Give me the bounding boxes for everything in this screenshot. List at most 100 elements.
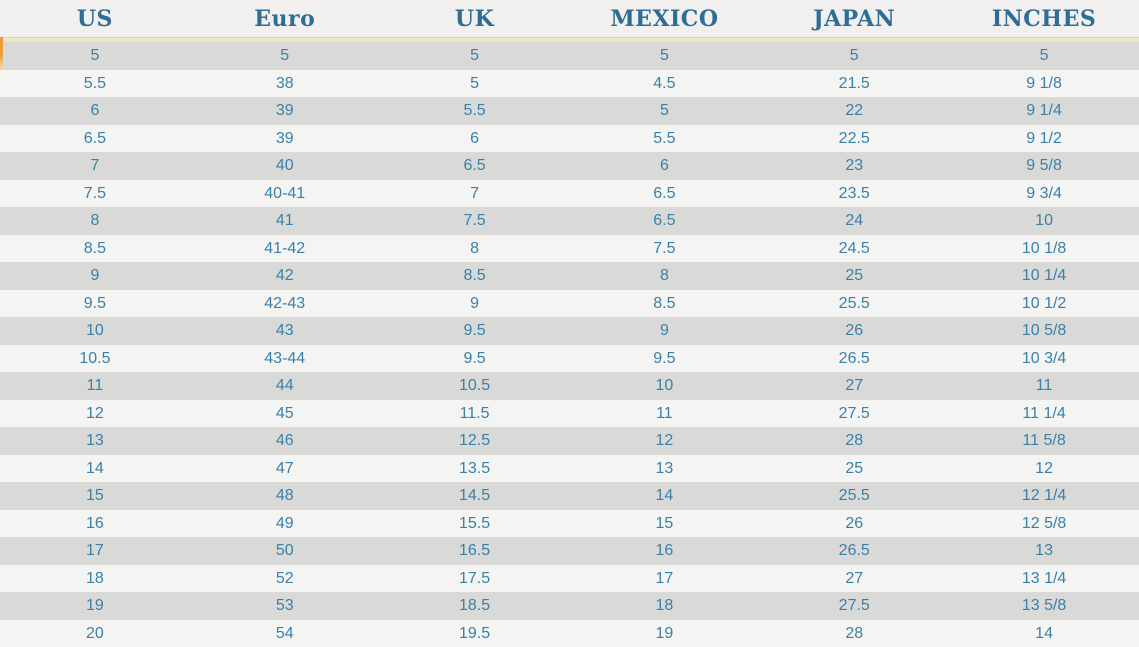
table-cell: 26 — [845, 514, 864, 532]
table-cell: 6.5 — [83, 129, 107, 147]
table-cell: 27 — [845, 569, 864, 587]
table-cell: 9.5 — [463, 322, 486, 339]
table-cell: 41-42 — [264, 239, 306, 257]
table-cell: 13.5 — [459, 459, 491, 477]
table-cell: 5.5 — [463, 102, 486, 119]
table-cell: 13 5/8 — [1021, 597, 1067, 614]
table-cell: 16 — [655, 542, 674, 559]
table-cell: 22 — [845, 102, 864, 119]
table-cell: 8 — [470, 239, 480, 257]
table-cell: 44 — [275, 377, 294, 394]
table-cell: 6 — [659, 157, 669, 174]
table-cell: 25.5 — [838, 294, 870, 312]
table-cell: 9 1/8 — [1026, 74, 1062, 92]
table-cell: 9 — [90, 267, 100, 284]
table-cell: 49 — [275, 514, 294, 532]
table-cell: 26.5 — [838, 349, 870, 367]
table-cell: 6 — [90, 102, 100, 119]
table-row: 7 40 6.5 6 23 9 5/8 — [0, 152, 1139, 180]
table-cell: 43 — [275, 322, 294, 339]
table-cell: 9 3/4 — [1026, 184, 1062, 202]
table-cell: 50 — [275, 542, 294, 559]
table-cell: 11 — [656, 404, 673, 422]
table-cell: 13 — [655, 459, 674, 477]
table-row: 12 45 11.5 11 27.5 11 1/4 — [0, 399, 1139, 427]
table-row: 7.5 40-41 7 6.5 23.5 9 3/4 — [0, 179, 1139, 207]
table-row: 9.5 42-43 9 8.5 25.5 10 1/2 — [0, 289, 1139, 317]
table-cell: 52 — [275, 569, 294, 587]
table-cell: 47 — [275, 459, 294, 477]
table-cell: 17 — [655, 569, 674, 587]
table-cell: 46 — [275, 432, 294, 449]
table-cell: 54 — [275, 624, 294, 642]
table-row: 5.5 38 5 4.5 21.5 9 1/8 — [0, 69, 1139, 97]
table-cell: 12 — [86, 404, 104, 422]
table-row: 18 52 17.5 17 27 13 1/4 — [0, 564, 1139, 592]
table-cell: 6 — [470, 129, 480, 147]
table-cell: 7.5 — [83, 184, 107, 202]
column-header-inches: INCHES — [991, 5, 1097, 32]
table-cell: 9 1/2 — [1026, 129, 1062, 147]
table-cell: 26 — [845, 322, 864, 339]
table-cell: 23.5 — [838, 184, 870, 202]
table-cell: 16.5 — [459, 542, 491, 559]
table-cell: 53 — [275, 597, 294, 614]
table-cell: 40 — [275, 157, 294, 174]
table-cell: 6.5 — [463, 157, 486, 174]
table-row: 8 41 7.5 6.5 24 10 — [0, 207, 1139, 235]
table-row: 6 39 5.5 5 22 9 1/4 — [0, 97, 1139, 125]
table-cell: 9 5/8 — [1026, 157, 1062, 174]
table-cell: 14 — [1035, 624, 1053, 642]
table-cell: 10 1/8 — [1021, 239, 1067, 257]
table-cell: 17 — [86, 542, 104, 559]
table-cell: 11.5 — [459, 404, 490, 422]
table-cell: 10 1/2 — [1021, 294, 1067, 312]
table-cell: 41 — [275, 212, 294, 229]
table-cell: 12 5/8 — [1021, 514, 1067, 532]
table-cell: 10 3/4 — [1021, 349, 1067, 367]
table-cell: 5 — [1039, 47, 1049, 64]
table-cell: 27 — [845, 377, 864, 394]
table-row: 20 54 19.5 19 28 14 — [0, 619, 1139, 647]
table-row: 13 46 12.5 12 28 11 5/8 — [0, 427, 1139, 455]
table-cell: 18 — [655, 597, 674, 614]
table-cell: 48 — [275, 487, 294, 504]
column-header-japan: JAPAN — [813, 5, 896, 32]
table-row: 16 49 15.5 15 26 12 5/8 — [0, 509, 1139, 537]
table-cell: 5.5 — [653, 129, 676, 147]
table-row: 14 47 13.5 13 25 12 — [0, 454, 1139, 482]
table-cell: 11 5/8 — [1022, 432, 1066, 449]
table-row: 15 48 14.5 14 25.5 12 1/4 — [0, 482, 1139, 510]
table-cell: 23 — [845, 157, 864, 174]
table-cell: 10 1/4 — [1021, 267, 1067, 284]
table-cell: 12 — [655, 432, 674, 449]
left-accent-mark — [0, 37, 3, 69]
table-cell: 14 — [86, 459, 104, 477]
table-cell: 9.5 — [83, 294, 107, 312]
table-cell: 11 — [1035, 377, 1053, 394]
table-cell: 28 — [845, 432, 864, 449]
table-cell: 15 — [86, 487, 104, 504]
table-cell: 8.5 — [653, 294, 676, 312]
table-cell: 13 — [86, 432, 104, 449]
table-cell: 12 — [1035, 459, 1053, 477]
table-cell: 5 — [659, 102, 669, 119]
table-cell: 8 — [659, 267, 669, 284]
table-cell: 18.5 — [459, 597, 491, 614]
table-cell: 8.5 — [83, 239, 107, 257]
table-cell: 6.5 — [653, 184, 676, 202]
table-row: 6.5 39 6 5.5 22.5 9 1/2 — [0, 124, 1139, 152]
table-cell: 10 — [86, 322, 104, 339]
table-cell: 5.5 — [83, 74, 107, 92]
table-cell: 10 — [655, 377, 674, 394]
table-cell: 42 — [275, 267, 294, 284]
table-cell: 15.5 — [459, 514, 491, 532]
table-cell: 5 — [470, 47, 480, 64]
table-cell: 17.5 — [459, 569, 491, 587]
table-cell: 45 — [275, 404, 294, 422]
column-header-mexico: MEXICO — [610, 5, 719, 32]
table-cell: 7 — [470, 184, 480, 202]
table-cell: 39 — [275, 102, 294, 119]
table-cell: 19.5 — [459, 624, 491, 642]
